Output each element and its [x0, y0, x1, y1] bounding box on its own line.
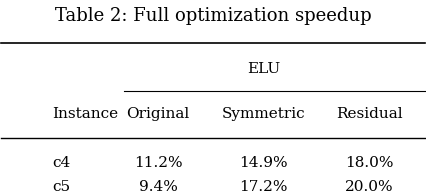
Text: 18.0%: 18.0%: [345, 156, 394, 170]
Text: Table 2: Full optimization speedup: Table 2: Full optimization speedup: [55, 7, 371, 25]
Text: 17.2%: 17.2%: [239, 180, 288, 194]
Text: 20.0%: 20.0%: [345, 180, 394, 194]
Text: 14.9%: 14.9%: [239, 156, 288, 170]
Text: c5: c5: [52, 180, 70, 194]
Text: Original: Original: [127, 107, 190, 121]
Text: 9.4%: 9.4%: [138, 180, 177, 194]
Text: ELU: ELU: [247, 62, 280, 76]
Text: c4: c4: [52, 156, 70, 170]
Text: Symmetric: Symmetric: [222, 107, 305, 121]
Text: 11.2%: 11.2%: [134, 156, 182, 170]
Text: Residual: Residual: [336, 107, 403, 121]
Text: Instance: Instance: [52, 107, 118, 121]
